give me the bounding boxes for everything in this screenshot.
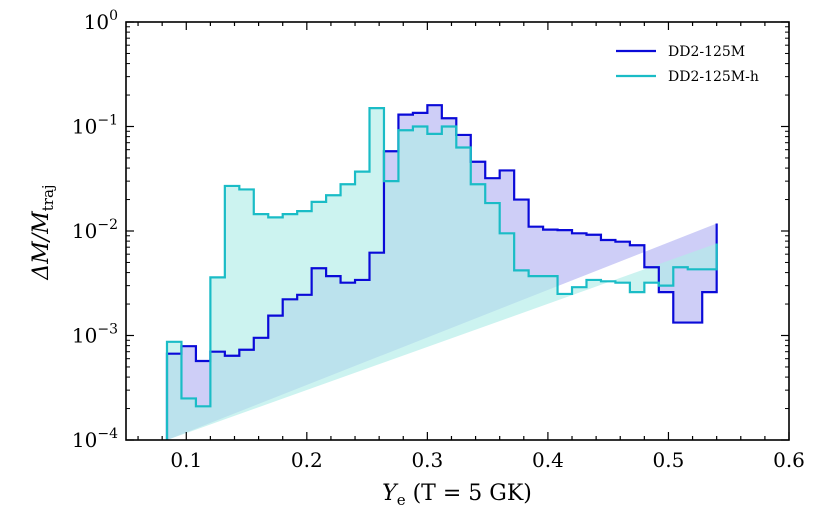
y-tick-label: 10−3 bbox=[72, 322, 118, 348]
y-tick-labels: 10−4 10−3 10−2 10−1 100 bbox=[72, 8, 118, 452]
x-tick-labels: 0.1 0.2 0.3 0.4 0.5 0.6 bbox=[170, 448, 805, 472]
series-lines bbox=[165, 104, 718, 440]
y-tick-label: 10−1 bbox=[72, 113, 118, 139]
x-tick-label: 0.1 bbox=[170, 448, 202, 472]
y-tick-label: 10−4 bbox=[72, 426, 118, 452]
x-axis-label: Ye (T = 5 GK) bbox=[382, 481, 532, 509]
x-tick-label: 0.6 bbox=[773, 448, 805, 472]
x-tick-label: 0.3 bbox=[411, 448, 443, 472]
y-tick-label: 100 bbox=[84, 8, 118, 34]
series-line-dd2-125m-h bbox=[165, 106, 718, 440]
x-tick-label: 0.5 bbox=[653, 448, 685, 472]
series-fills bbox=[166, 105, 717, 441]
y-tick-label: 10−2 bbox=[72, 217, 118, 243]
legend-label-dd2-125m: DD2-125M bbox=[668, 44, 745, 60]
x-tick-label: 0.2 bbox=[291, 448, 323, 472]
series-line-dd2-125m bbox=[165, 104, 718, 440]
legend: DD2-125M DD2-125M-h bbox=[616, 44, 759, 85]
x-tick-label: 0.4 bbox=[532, 448, 564, 472]
axis-ticks bbox=[126, 21, 790, 441]
legend-label-dd2-125m-h: DD2-125M-h bbox=[668, 69, 759, 85]
series-fill-dd2-125m-h bbox=[166, 108, 717, 441]
y-axis-label: ΔM/Mtraj bbox=[29, 184, 57, 280]
